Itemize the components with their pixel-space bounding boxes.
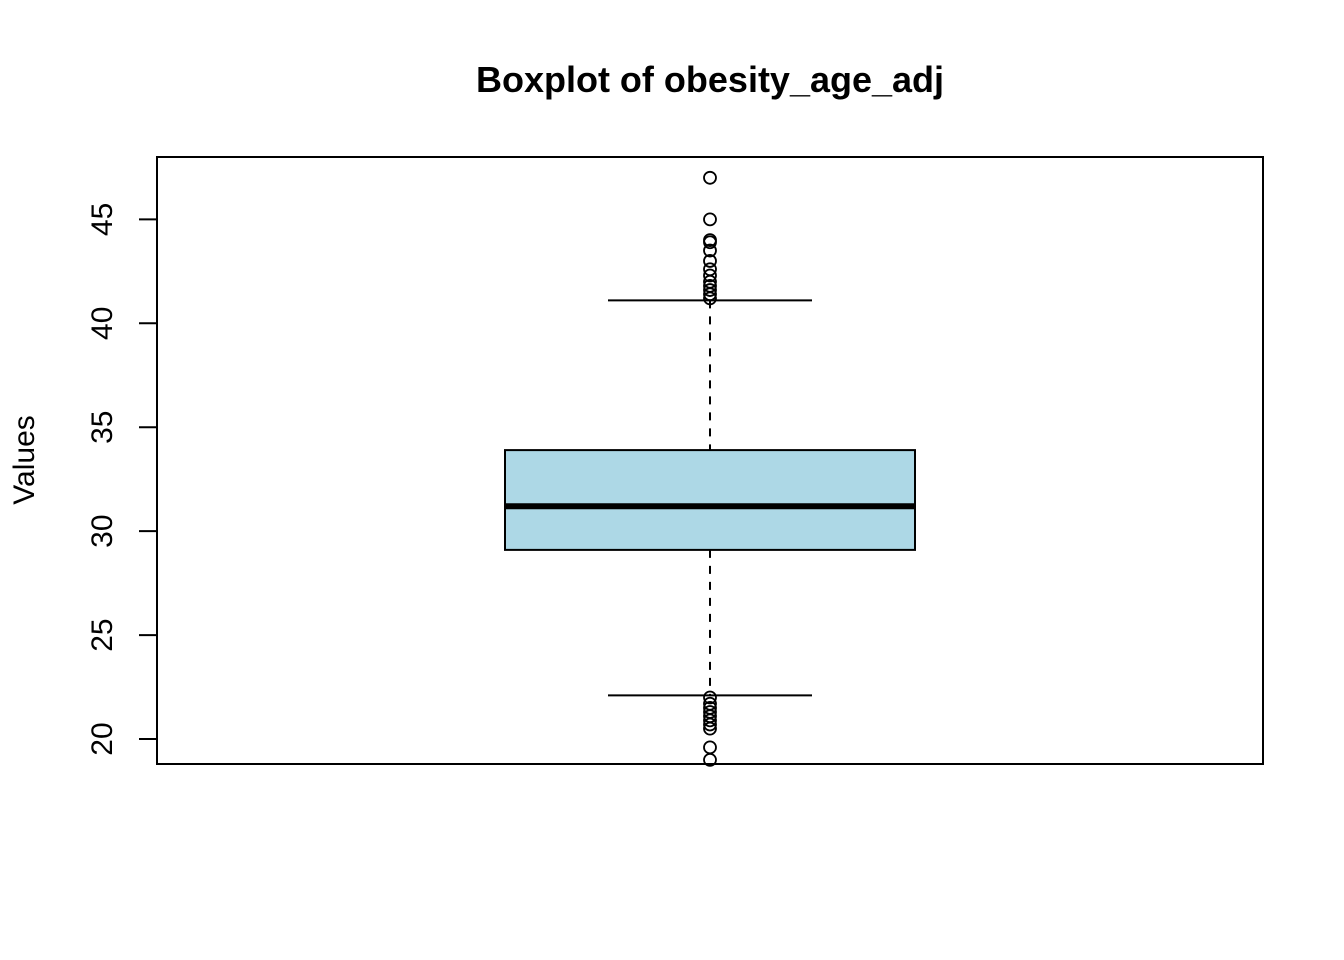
outlier-point <box>703 287 717 302</box>
box-group <box>504 299 916 697</box>
outlier-point <box>703 690 717 705</box>
y-tick-label: 20 <box>86 722 119 755</box>
outlier-point <box>703 717 717 732</box>
outlier-point <box>703 721 717 736</box>
y-tick-label: 25 <box>86 618 119 651</box>
outlier-point <box>703 243 717 258</box>
outlier-point <box>703 212 717 227</box>
outlier-point <box>703 235 717 250</box>
outlier-group <box>703 170 717 767</box>
outlier-point <box>703 170 717 185</box>
y-tick-label: 45 <box>86 203 119 236</box>
y-tick-label: 30 <box>86 514 119 547</box>
y-axis-label: Values <box>8 415 41 505</box>
iqr-box <box>504 449 916 551</box>
y-tick-label: 40 <box>86 307 119 340</box>
outlier-point <box>703 713 717 728</box>
y-axis: 20 25 30 35 40 45 <box>86 203 158 756</box>
outlier-point <box>703 254 717 268</box>
outlier-point <box>703 740 717 755</box>
outlier-point <box>703 291 717 306</box>
outlier-point <box>703 283 717 297</box>
outlier-point <box>703 268 717 283</box>
chart-title: Boxplot of obesity_age_adj <box>476 59 944 100</box>
outlier-point <box>703 752 717 767</box>
y-tick-label: 35 <box>86 411 119 444</box>
